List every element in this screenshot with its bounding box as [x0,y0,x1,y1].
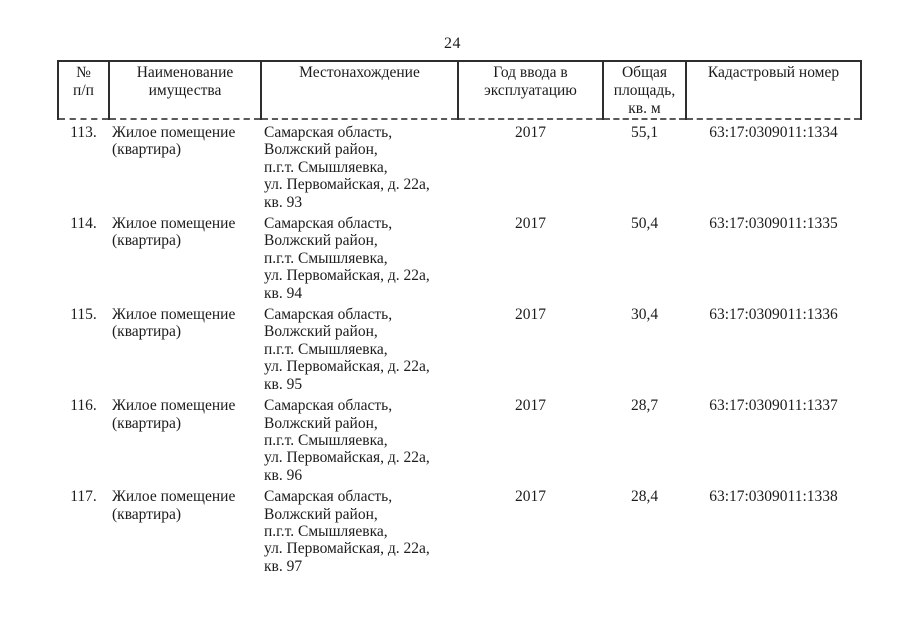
table-row: 115. Жилое помещение (квартира) Самарска… [58,302,861,393]
property-location: Самарская область, Волжский район, п.г.т… [264,488,430,575]
property-location: Самарская область, Волжский район, п.г.т… [264,124,430,211]
row-number: 113. [70,124,97,141]
cadastral-number: 63:17:0309011:1338 [709,488,838,506]
total-area: 28,7 [630,397,659,415]
table-row: 117. Жилое помещение (квартира) Самарска… [58,484,861,575]
property-location: Самарская область, Волжский район, п.г.т… [264,397,430,484]
row-number: 115. [70,306,97,324]
row-number: 117. [70,488,97,506]
column-header-year: Год ввода в эксплуатацию [457,60,604,120]
table-row: 114. Жилое помещение (квартира) Самарска… [58,211,861,302]
property-name: Жилое помещение (квартира) [112,488,236,523]
total-area: 30,4 [630,306,659,324]
property-table: № п/п Наименование имущества Местонахожд… [57,60,862,575]
commission-year: 2017 [515,397,546,415]
property-name: Жилое помещение (квартира) [112,124,236,159]
table-header-row: № п/п Наименование имущества Местонахожд… [57,60,862,120]
column-header-location: Местонахождение [260,60,459,120]
commission-year: 2017 [515,306,546,324]
commission-year: 2017 [515,488,546,506]
row-number: 116. [70,397,97,415]
property-name: Жилое помещение (квартира) [112,397,236,432]
property-name: Жилое помещение (квартира) [112,215,236,250]
column-header-name: Наименование имущества [108,60,262,120]
total-area: 55,1 [630,124,659,141]
column-header-cadastral: Кадастровый номер [685,60,862,120]
property-location: Самарская область, Волжский район, п.г.т… [264,215,430,302]
cadastral-number: 63:17:0309011:1334 [709,124,838,141]
column-header-area: Общая площадь, кв. м [602,60,687,120]
total-area: 28,4 [630,488,659,506]
commission-year: 2017 [515,124,546,141]
page-number: 24 [444,35,461,52]
column-header-num: № п/п [57,60,110,120]
cadastral-number: 63:17:0309011:1337 [709,397,838,415]
table-row: 113. Жилое помещение (квартира) Самарска… [58,119,861,211]
cadastral-number: 63:17:0309011:1335 [709,215,838,233]
row-number: 114. [70,215,97,233]
commission-year: 2017 [515,215,546,233]
total-area: 50,4 [630,215,659,233]
table-row: 116. Жилое помещение (квартира) Самарска… [58,393,861,484]
property-location: Самарская область, Волжский район, п.г.т… [264,306,430,393]
cadastral-number: 63:17:0309011:1336 [709,306,838,324]
property-name: Жилое помещение (квартира) [112,306,236,341]
